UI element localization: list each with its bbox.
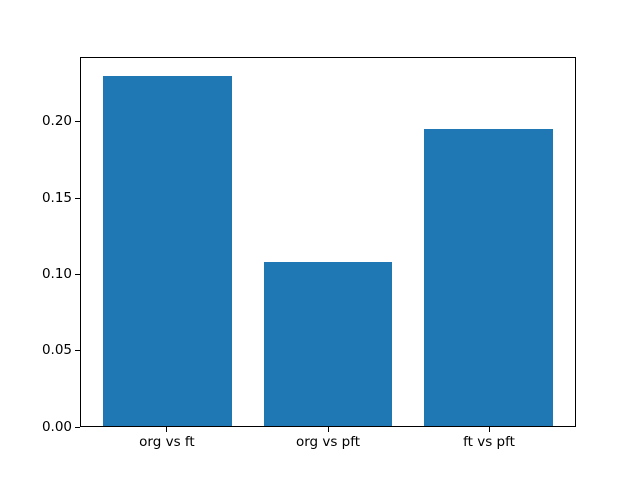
y-tick-label: 0.00 [41, 418, 72, 435]
x-tick-mark [166, 427, 168, 432]
bar-org-vs-ft [103, 75, 232, 426]
y-tick-mark [75, 197, 80, 199]
x-tick-label-ft-vs-pft: ft vs pft [463, 434, 515, 450]
y-tick-mark [75, 121, 80, 123]
y-tick-mark [75, 350, 80, 352]
y-tick-label: 0.15 [41, 189, 72, 206]
x-tick-mark [327, 427, 329, 432]
y-tick-mark [75, 273, 80, 275]
x-tick-mark [488, 427, 490, 432]
y-tick-label: 0.05 [41, 342, 72, 359]
plot-area [80, 57, 576, 427]
y-tick-label: 0.20 [41, 113, 72, 130]
x-tick-label-org-vs-ft: org vs ft [139, 434, 195, 450]
y-tick-label: 0.10 [41, 265, 72, 282]
y-tick-mark [75, 426, 80, 428]
bar-ft-vs-pft [424, 128, 553, 426]
x-tick-label-org-vs-pft: org vs pft [295, 434, 361, 450]
bar-org-vs-pft [263, 262, 393, 426]
